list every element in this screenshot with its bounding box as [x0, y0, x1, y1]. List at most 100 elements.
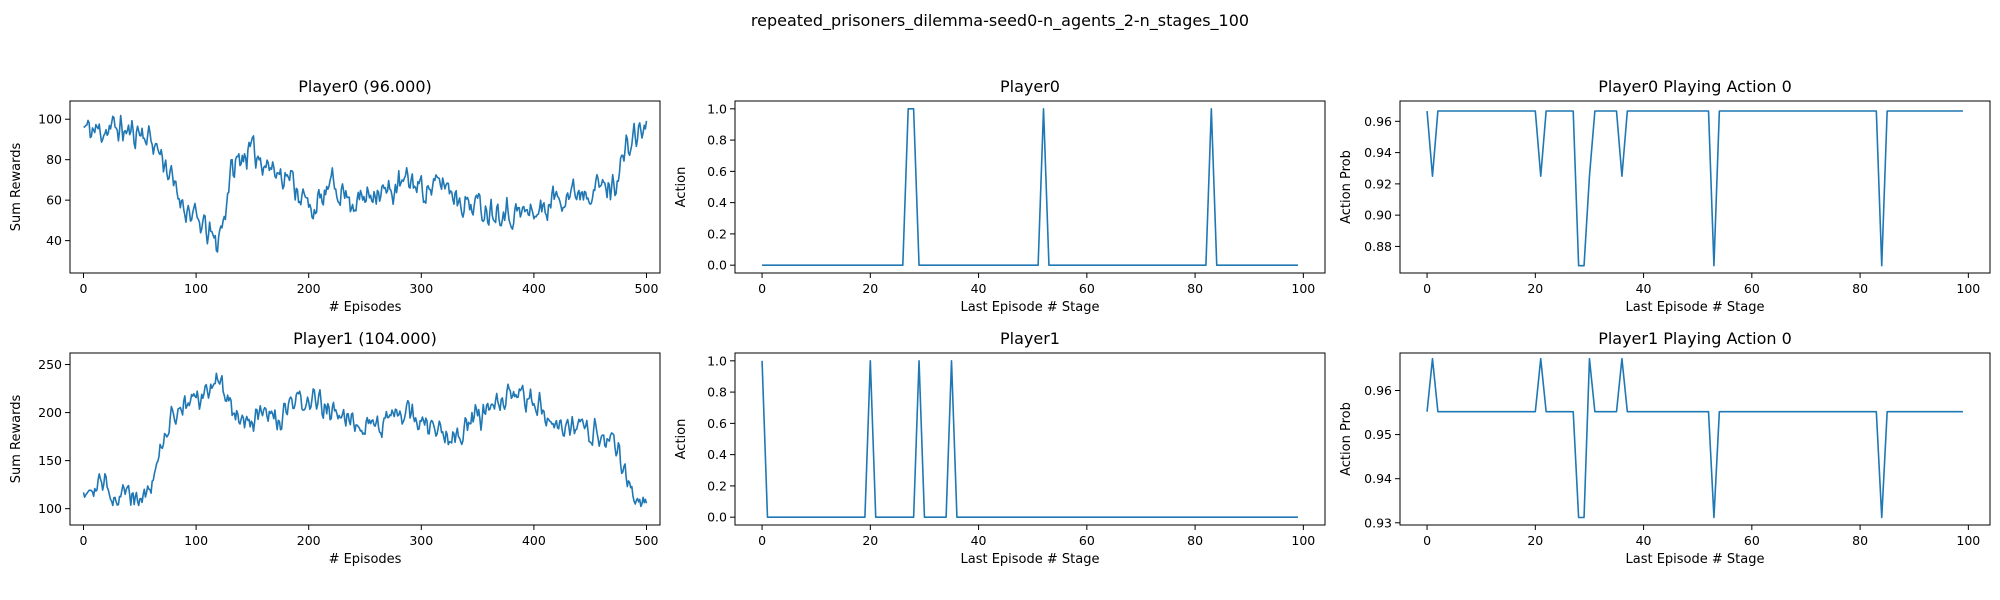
y-tick-label: 0.0	[707, 510, 727, 525]
y-tick-label: 0.90	[1364, 208, 1392, 223]
y-tick-label: 150	[38, 453, 62, 468]
x-tick-label: 60	[1744, 533, 1760, 548]
x-tick-label: 0	[80, 281, 88, 296]
x-axis-label: Last Episode # Stage	[1626, 552, 1765, 567]
axes-frame	[69, 352, 661, 526]
x-tick-label: 80	[1852, 281, 1868, 296]
y-tick-label: 0.96	[1364, 383, 1392, 398]
subplot-4: Player1 0 20 40 60 80 100 0.0 0.2 0.4 0.6 0.8 1.0 Las…	[674, 329, 1326, 567]
x-tick-label: 100	[1956, 533, 1980, 548]
x-tick-label: 40	[971, 281, 987, 296]
x-tick-label: 500	[635, 533, 659, 548]
y-axis-label: Action Prob	[1339, 150, 1354, 224]
subplot-title: Player0 Playing Action 0	[1598, 77, 1792, 96]
x-tick-label: 400	[522, 533, 546, 548]
x-tick-label: 20	[862, 533, 878, 548]
y-tick-label: 250	[38, 357, 62, 372]
y-tick-label: 1.0	[707, 353, 727, 368]
y-tick-label: 0.95	[1364, 427, 1392, 442]
x-tick-label: 20	[862, 281, 878, 296]
x-tick-label: 40	[971, 533, 987, 548]
x-tick-label: 500	[635, 281, 659, 296]
x-tick-label: 100	[184, 533, 208, 548]
series-line	[761, 360, 1298, 518]
x-tick-label: 100	[184, 281, 208, 296]
x-tick-label: 60	[1079, 533, 1095, 548]
x-axis-label: Last Episode # Stage	[961, 300, 1100, 315]
x-axis-label: # Episodes	[329, 552, 402, 567]
subplot-title: Player0	[1000, 77, 1060, 96]
y-tick-label: 100	[38, 501, 62, 516]
subplot-1: Player0 0 20 40 60 80 100 0.0 0.2 0.4 0.6 0.8 1.0 Las…	[674, 77, 1326, 315]
x-tick-label: 0	[80, 533, 88, 548]
subplot-2: Player0 Playing Action 0 0 20 40 60 80 100 0.88…	[1339, 77, 1991, 315]
y-tick-label: 100	[38, 112, 62, 127]
axes-frame	[1399, 352, 1991, 526]
subplot-3: Player1 (104.000) 0 100 200 300 400 500 100 150 2…	[9, 329, 661, 567]
x-tick-label: 200	[297, 533, 321, 548]
x-tick-label: 80	[1187, 533, 1203, 548]
axes-frame	[69, 100, 661, 274]
x-tick-label: 400	[522, 281, 546, 296]
x-tick-label: 40	[1636, 281, 1652, 296]
y-axis-label: Action	[674, 419, 689, 460]
x-tick-label: 100	[1956, 281, 1980, 296]
y-tick-label: 0.6	[707, 416, 727, 431]
y-tick-label: 0.0	[707, 258, 727, 273]
y-axis-label: Action Prob	[1339, 402, 1354, 476]
y-tick-label: 80	[46, 152, 62, 167]
x-tick-label: 200	[297, 281, 321, 296]
y-tick-label: 0.92	[1364, 176, 1392, 191]
y-tick-label: 0.8	[707, 133, 727, 148]
x-axis-label: # Episodes	[329, 300, 402, 315]
axes-frame	[734, 100, 1326, 274]
subplot-title: Player1 (104.000)	[293, 329, 437, 348]
y-axis-label: Action	[674, 167, 689, 208]
subplot-title: Player0 (96.000)	[298, 77, 432, 96]
x-tick-label: 100	[1291, 281, 1315, 296]
subplot-title: Player1	[1000, 329, 1060, 348]
y-tick-label: 0.4	[707, 447, 727, 462]
axes-frame	[734, 352, 1326, 526]
series-line	[1426, 357, 1963, 519]
y-tick-label: 0.96	[1364, 114, 1392, 129]
figure-suptitle: repeated_prisoners_dilemma-seed0-n_agent…	[751, 11, 1249, 31]
x-tick-label: 300	[409, 281, 433, 296]
x-tick-label: 80	[1187, 281, 1203, 296]
y-tick-label: 0.2	[707, 226, 727, 241]
x-tick-label: 300	[409, 533, 433, 548]
y-tick-label: 0.94	[1364, 145, 1392, 160]
y-tick-label: 1.0	[707, 101, 727, 116]
y-tick-label: 0.88	[1364, 239, 1392, 254]
y-tick-label: 0.6	[707, 164, 727, 179]
y-tick-label: 0.4	[707, 195, 727, 210]
x-tick-label: 60	[1079, 281, 1095, 296]
subplot-title: Player1 Playing Action 0	[1598, 329, 1792, 348]
subplot-5: Player1 Playing Action 0 0 20 40 60 80 100 0.93…	[1339, 329, 1991, 567]
x-tick-label: 100	[1291, 533, 1315, 548]
x-tick-label: 0	[758, 533, 766, 548]
y-tick-label: 40	[46, 233, 62, 248]
x-tick-label: 20	[1527, 281, 1543, 296]
x-tick-label: 80	[1852, 533, 1868, 548]
axes-frame	[1399, 100, 1991, 274]
y-tick-label: 0.94	[1364, 471, 1392, 486]
y-axis-label: Sum Rewards	[9, 143, 24, 232]
series-line	[82, 372, 648, 508]
x-axis-label: Last Episode # Stage	[1626, 300, 1765, 315]
y-tick-label: 60	[46, 193, 62, 208]
y-tick-label: 200	[38, 405, 62, 420]
x-tick-label: 0	[1423, 533, 1431, 548]
series-line	[1426, 110, 1963, 267]
x-tick-label: 0	[758, 281, 766, 296]
x-tick-label: 40	[1636, 533, 1652, 548]
y-tick-label: 0.2	[707, 478, 727, 493]
series-line	[83, 114, 648, 253]
x-tick-label: 60	[1744, 281, 1760, 296]
x-tick-label: 20	[1527, 533, 1543, 548]
y-tick-label: 0.8	[707, 385, 727, 400]
y-axis-label: Sum Rewards	[9, 395, 24, 484]
y-tick-label: 0.93	[1364, 515, 1392, 530]
x-tick-label: 0	[1423, 281, 1431, 296]
